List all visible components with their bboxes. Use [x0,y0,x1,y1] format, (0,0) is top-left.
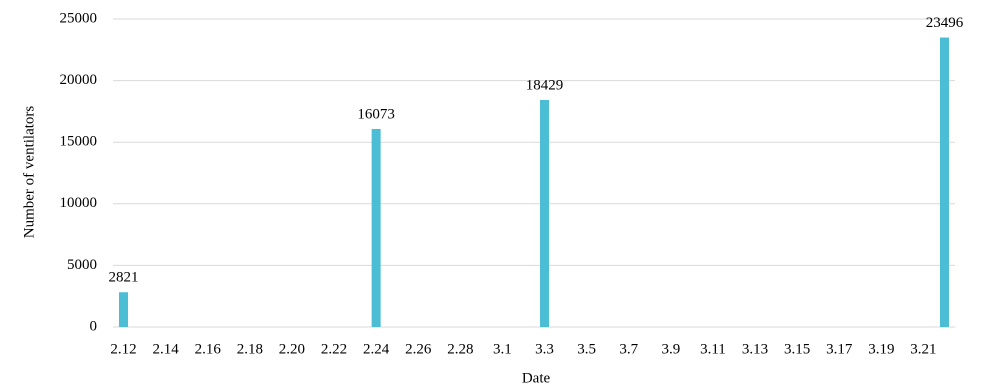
data-label: 18429 [526,77,564,93]
y-tick-label: 20000 [60,72,98,88]
x-tick-label: 3.7 [619,341,638,357]
x-tick-label: 3.21 [910,341,936,357]
x-tick-label: 3.9 [661,341,680,357]
data-label: 2821 [109,270,139,286]
x-tick-label: 3.15 [784,341,810,357]
x-tick-label: 2.26 [405,341,432,357]
x-tick-label: 2.14 [153,341,180,357]
y-tick-label: 5000 [67,257,97,273]
x-tick-label: 3.19 [868,341,894,357]
data-label: 23496 [926,15,964,31]
x-tick-label: 3.3 [535,341,554,357]
y-tick-label: 0 [90,318,98,334]
x-axis-title: Date [522,370,551,386]
x-tick-label: 3.11 [700,341,726,357]
x-tick-label: 2.20 [279,341,305,357]
x-tick-label: 3.5 [577,341,596,357]
data-label: 16073 [357,106,395,122]
x-tick-label: 2.16 [195,341,222,357]
x-tick-label: 2.22 [321,341,347,357]
x-tick-label: 2.24 [363,341,390,357]
x-tick-label: 3.13 [742,341,768,357]
x-tick-label: 3.17 [826,341,853,357]
bar [119,292,129,327]
x-tick-label: 3.1 [493,341,512,357]
x-tick-label: 2.18 [237,341,263,357]
bar [371,128,381,327]
bar [939,37,949,327]
x-tick-label: 2.28 [447,341,473,357]
bar [540,99,550,328]
x-tick-label: 2.12 [110,341,136,357]
y-axis-title: Number of ventilators [21,106,37,239]
y-tick-label: 10000 [60,195,98,211]
y-tick-label: 15000 [60,134,98,150]
y-tick-label: 25000 [60,10,98,26]
